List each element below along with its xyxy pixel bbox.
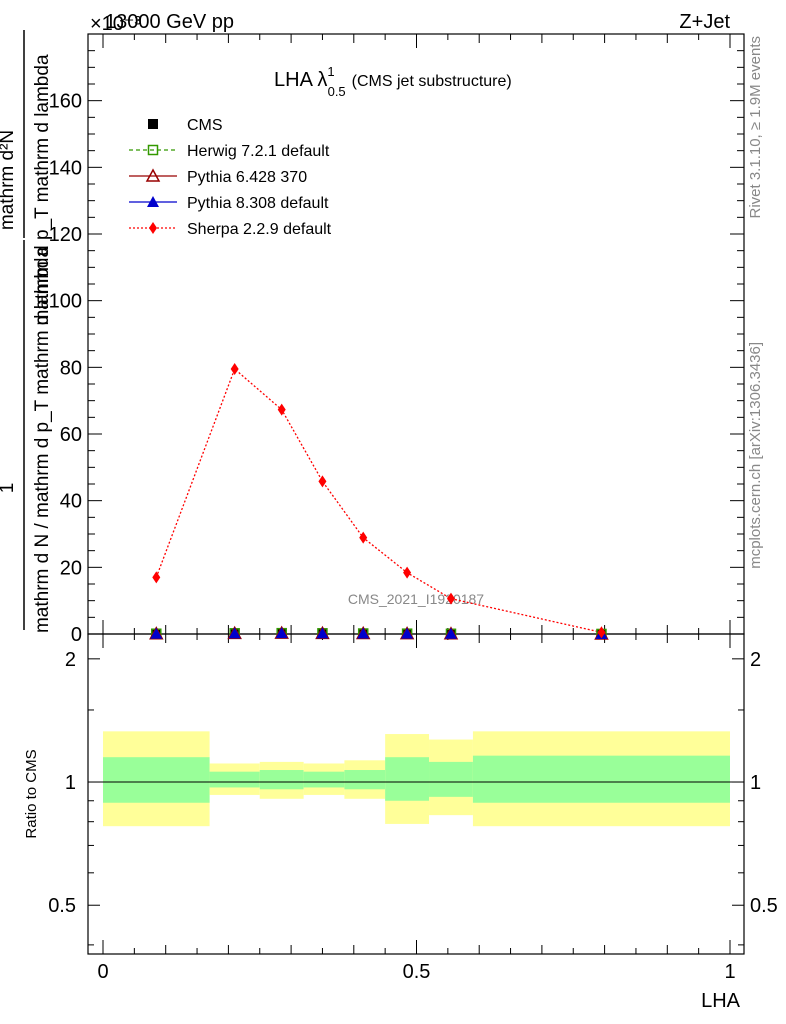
ratio-stat-band-3 xyxy=(303,771,345,788)
legend-label-pythia: Pythia 6.428 370 xyxy=(187,169,307,186)
ratio-ytick-label-left: 2 xyxy=(65,649,76,671)
main-ytick-label: 0 xyxy=(71,624,82,646)
point-sherpa xyxy=(597,626,606,639)
legend-label-sherpa: Sherpa 2.2.9 default xyxy=(187,221,332,238)
main-series xyxy=(149,363,609,640)
main-ytick-label: 60 xyxy=(60,424,82,446)
ratio-axes: 0.5 0.51 12 20 0.5 1 xyxy=(48,34,778,983)
scale-factor-label: ×10⁻³ xyxy=(90,13,141,35)
x-tick-label: 0 xyxy=(97,961,108,983)
ratio-stat-band-6 xyxy=(429,761,473,797)
ratio-ytick-label-left: 1 xyxy=(65,772,76,794)
main-axes: 0 20 40 60 80 100 120 140 160 xyxy=(49,33,745,646)
ratio-ytick-label-right: 1 xyxy=(750,772,761,794)
svg-text:mathrm d²N: mathrm d²N xyxy=(0,130,18,230)
ratio-ytick-label-right: 2 xyxy=(750,649,761,671)
point-pythia xyxy=(444,627,457,639)
svg-text:1: 1 xyxy=(0,483,18,494)
legend-label-herwig: Herwig 7.2.1 default xyxy=(187,143,330,160)
point-sherpa xyxy=(446,592,455,605)
point-sherpa xyxy=(318,475,327,488)
rivet-label: Rivet 3.1.10, ≥ 1.9M events xyxy=(747,36,764,219)
main-ytick-label: 40 xyxy=(60,491,82,513)
ratio-stat-band-5 xyxy=(385,757,430,801)
ratio-stat-band-0 xyxy=(103,757,210,803)
ratio-ytick-label-left: 0.5 xyxy=(48,895,76,917)
point-pythia xyxy=(150,627,163,639)
ratio-ylabel: Ratio to CMS xyxy=(23,749,40,838)
point-pythia xyxy=(275,627,288,639)
main-ytick-label: 120 xyxy=(49,224,82,246)
ratio-stat-band-4 xyxy=(344,770,386,790)
main-ylabel: 1 mathrm d N / mathrm d p_T mathrm d lam… xyxy=(0,30,53,633)
main-ytick-label: 100 xyxy=(49,291,82,313)
x-axis-label: LHA xyxy=(701,990,741,1012)
mcplots-label: mcplots.cern.ch [arXiv:1306.3436] xyxy=(747,342,764,569)
legend-marker-sherpa xyxy=(149,222,157,234)
main-ytick-label: 80 xyxy=(60,357,82,379)
x-tick-label: 1 xyxy=(724,961,735,983)
sherpa-line xyxy=(155,367,602,633)
main-ytick-label: 20 xyxy=(60,557,82,579)
legend-marker-cms xyxy=(148,119,158,129)
legend-label-cms: CMS xyxy=(187,117,223,134)
svg-text:mathrm d N / mathrm d p_T math: mathrm d N / mathrm d p_T mathrm d lambd… xyxy=(32,247,53,634)
process-label: Z+Jet xyxy=(679,11,730,33)
point-pythia xyxy=(357,627,370,639)
point-pythia xyxy=(316,627,329,639)
ratio-ytick-label-right: 0.5 xyxy=(750,895,778,917)
point-sherpa xyxy=(152,571,161,584)
main-ytick-label: 160 xyxy=(49,91,82,113)
ratio-bands xyxy=(103,731,730,827)
legend-marker-pythia xyxy=(145,168,161,182)
main-ytick-label: 140 xyxy=(49,157,82,179)
svg-text:mathrm d p_T mathrm d lambda: mathrm d p_T mathrm d lambda xyxy=(32,54,53,325)
point-sherpa xyxy=(230,363,239,375)
point-sherpa xyxy=(277,403,286,416)
point-sherpa xyxy=(403,566,412,579)
energy-label: 13000 GeV pp xyxy=(105,11,234,33)
legend: CMS Herwig 7.2.1 default Pythia 6.428 370 P… xyxy=(129,117,332,238)
point-pythia xyxy=(228,627,241,639)
ratio-stat-band-7 xyxy=(472,755,730,803)
legend-marker-herwig xyxy=(147,144,159,156)
point-sherpa xyxy=(359,531,368,544)
legend-marker-pythia xyxy=(147,196,159,207)
ratio-stat-band-1 xyxy=(209,771,260,788)
legend-label-pythia: Pythia 8.308 default xyxy=(187,195,329,212)
x-tick-label: 0.5 xyxy=(403,961,431,983)
ratio-stat-band-2 xyxy=(259,770,304,790)
point-pythia xyxy=(401,627,414,639)
watermark-label: CMS_2021_I1920187 xyxy=(348,591,484,607)
plot-title: LHA λ1 0.5(CMS jet substructure) xyxy=(274,64,512,99)
